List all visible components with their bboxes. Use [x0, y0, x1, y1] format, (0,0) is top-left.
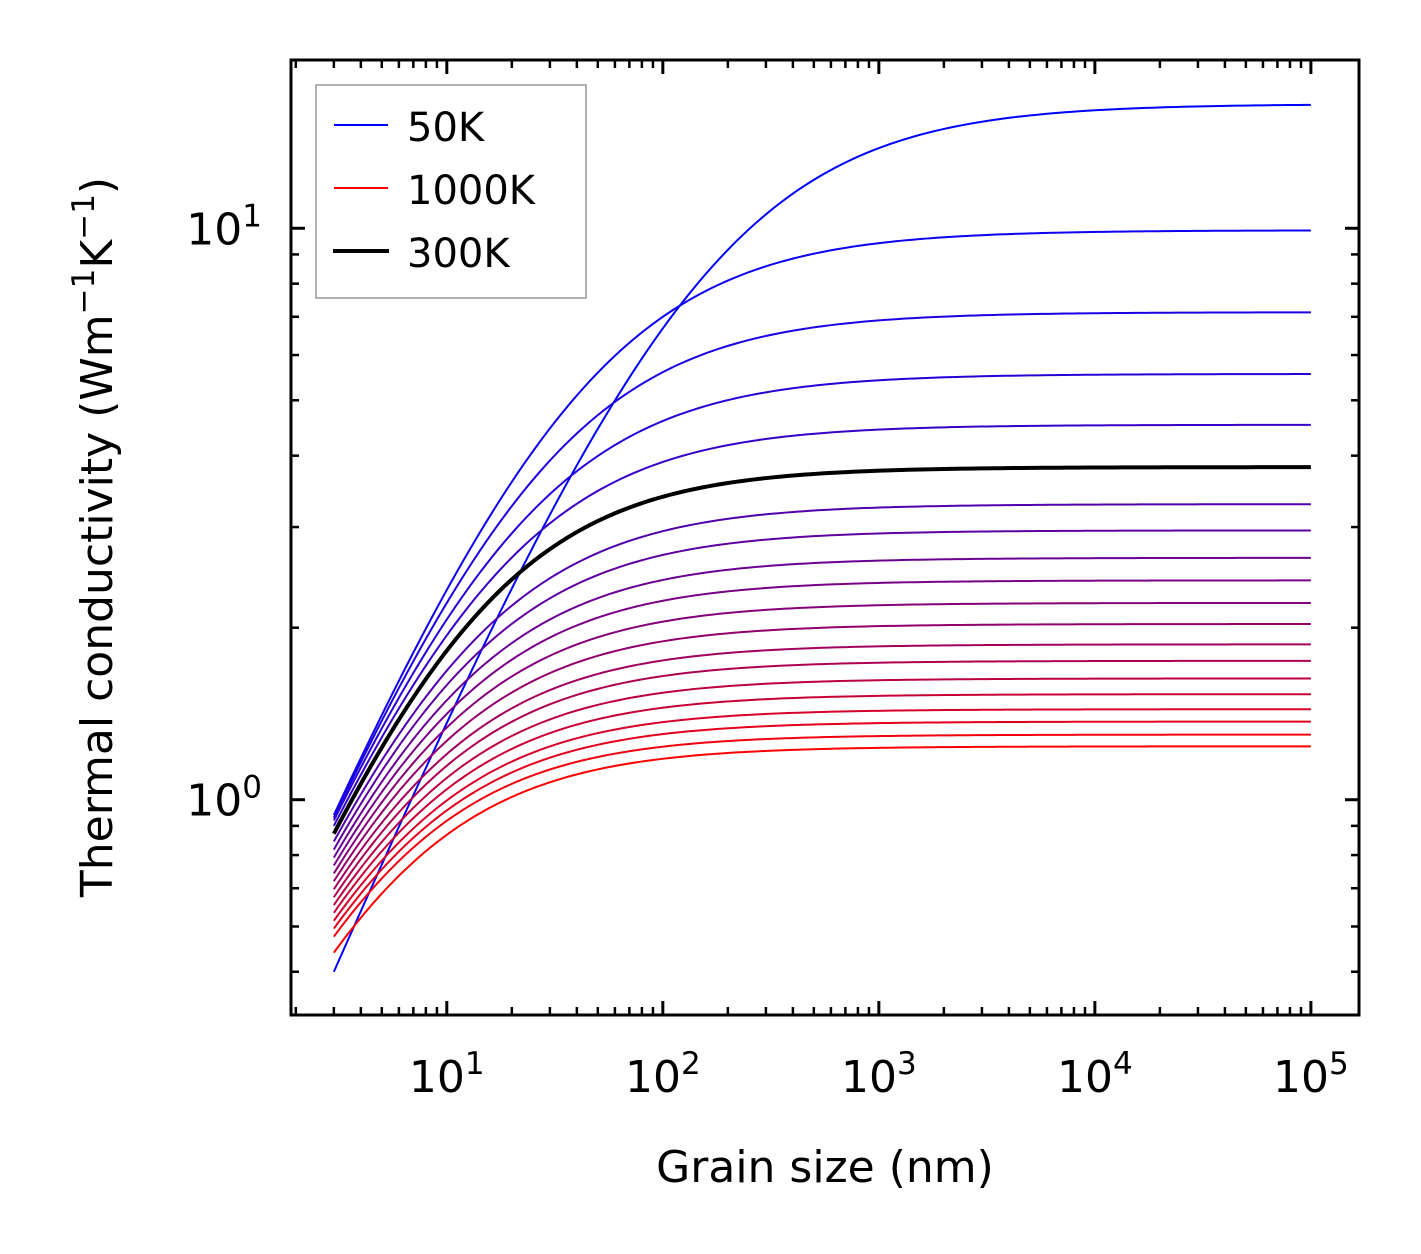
x-tick-label: 105	[1273, 1046, 1349, 1103]
series-line-250k	[332, 423, 1311, 827]
x-tick-label: 103	[841, 1046, 917, 1103]
series-line-300k	[332, 465, 1311, 835]
x-tick-label-exp: 5	[1329, 1046, 1349, 1082]
series-line-950k	[333, 733, 1311, 938]
series-line-450k	[332, 556, 1311, 859]
y-tick-label-exp: 1	[242, 198, 262, 234]
legend-label-1000k: 1000K	[407, 168, 537, 214]
x-tick-label: 101	[409, 1046, 485, 1103]
legend: 50K 1000K 300K	[315, 84, 587, 299]
legend-box	[315, 84, 587, 299]
x-tick-label: 104	[1057, 1046, 1133, 1103]
x-tick-label-exp: 4	[1113, 1046, 1133, 1082]
x-tick-label-exp: 2	[681, 1046, 701, 1082]
x-tick-label-exp: 1	[465, 1046, 485, 1082]
series-line-400k	[332, 529, 1311, 851]
y-axis-title-main: Thermal conductivity (Wm	[72, 314, 123, 898]
legend-label-50k: 50K	[407, 105, 486, 151]
x-axis-title: Grain size (nm)	[656, 1142, 994, 1193]
y-tick-label-exp: 0	[242, 770, 262, 806]
x-tick-label-exp: 3	[897, 1046, 917, 1082]
plot-frame	[289, 58, 1361, 1017]
y-axis-title-sup2: −1	[66, 194, 102, 240]
y-axis-title-mid: K	[72, 239, 123, 269]
x-tick-label-base: 10	[625, 1052, 681, 1103]
x-tick-label-base: 10	[409, 1052, 465, 1103]
x-tick-label-base: 10	[1057, 1052, 1113, 1103]
y-tick-label-base: 10	[186, 776, 242, 827]
series-line-750k	[333, 677, 1311, 906]
x-tick-label-base: 10	[841, 1052, 897, 1103]
y-axis-title-sup1: −1	[66, 269, 102, 315]
series-line-1000k	[333, 745, 1311, 954]
x-tick-label: 102	[625, 1046, 701, 1103]
series-line-650k	[333, 643, 1311, 890]
series-line-850k	[333, 708, 1311, 922]
series-line-900k	[333, 720, 1311, 930]
series-line-350k	[332, 503, 1311, 842]
y-axis-title-end: )	[72, 177, 123, 194]
y-tick-label: 100	[186, 770, 262, 827]
series-line-700k	[333, 659, 1311, 898]
x-tick-label-base: 10	[1273, 1052, 1329, 1103]
series-line-150k	[332, 311, 1311, 819]
series-line-100k	[332, 229, 1311, 816]
series-line-800k	[333, 693, 1311, 914]
y-tick-label-base: 10	[186, 204, 242, 255]
series-line-550k	[333, 601, 1311, 874]
series-line-500k	[332, 579, 1311, 867]
legend-label-300k: 300K	[407, 231, 511, 277]
series-line-600k	[333, 623, 1311, 882]
x-tick-labels: 101 102 103 104 105	[409, 1046, 1349, 1103]
series-line-200k	[332, 373, 1311, 821]
y-axis-title: Thermal conductivity (Wm−1K−1)	[66, 177, 123, 898]
curves-group	[332, 103, 1311, 973]
y-tick-label: 101	[186, 198, 262, 255]
